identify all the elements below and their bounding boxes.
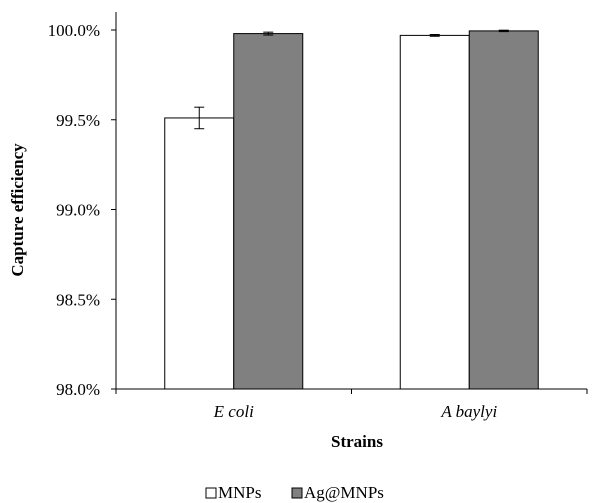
y-tick-label: 99.5% (56, 111, 100, 130)
legend-swatch-ag-mnps (291, 487, 303, 499)
y-tick-label: 98.5% (56, 290, 100, 309)
x-category-label: A baylyi (440, 402, 497, 421)
y-tick-label: 100.0% (48, 21, 100, 40)
y-tick-label: 98.0% (56, 380, 100, 399)
y-tick-label: 99.0% (56, 201, 100, 220)
plot-area: 98.0% 98.5% 99.0% 99.5% 100.0% E coli A baylyi (48, 12, 588, 421)
bar-ag-mnps-a-baylyi (468, 30, 539, 390)
bar-ag-mnps-e-coli (233, 33, 304, 390)
legend-swatch-mnps (205, 487, 217, 499)
x-axis-title: Strains (331, 432, 383, 451)
bar-mnps-e-coli (164, 117, 235, 390)
y-axis-title: Capture efficiency (8, 143, 27, 277)
legend-label-mnps: MNPs (218, 483, 261, 502)
x-category-label: E coli (213, 402, 254, 421)
legend-label-ag-mnps: Ag@MNPs (304, 483, 384, 502)
legend: MNPs Ag@MNPs (205, 483, 384, 502)
bar-mnps-a-baylyi (399, 34, 470, 390)
